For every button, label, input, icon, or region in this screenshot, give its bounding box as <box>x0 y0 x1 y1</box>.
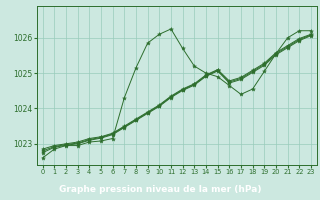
Text: Graphe pression niveau de la mer (hPa): Graphe pression niveau de la mer (hPa) <box>59 186 261 194</box>
